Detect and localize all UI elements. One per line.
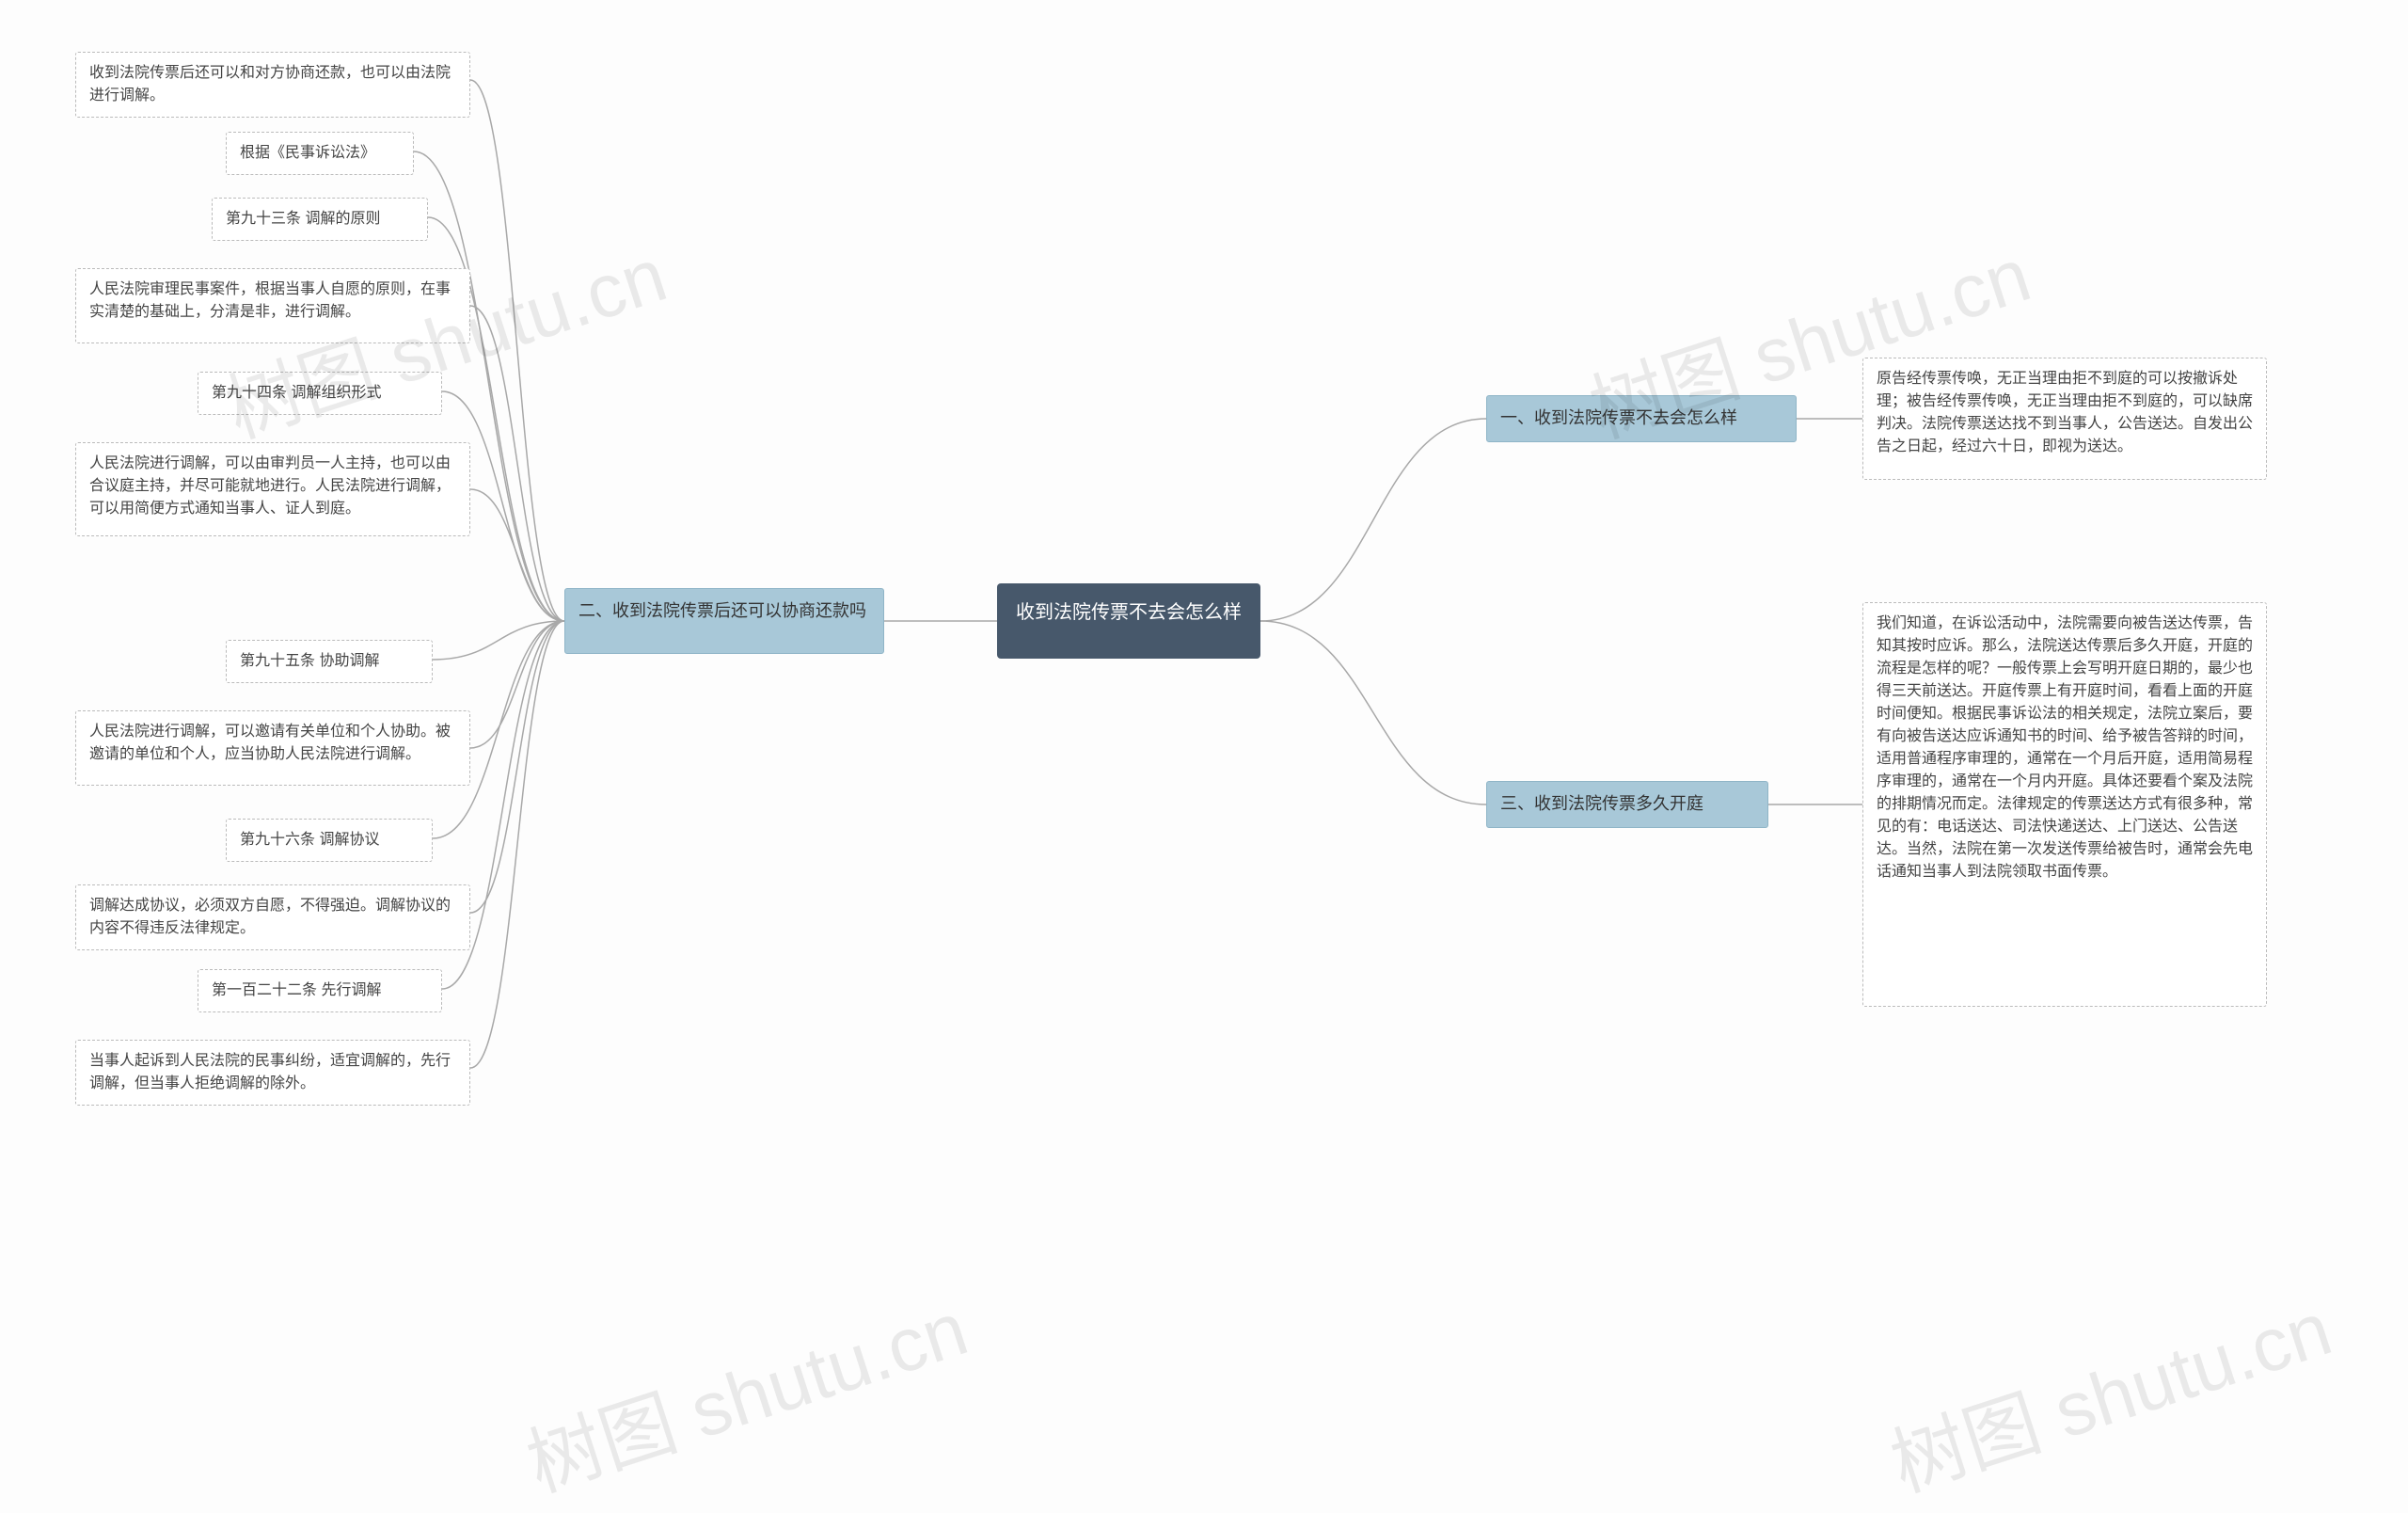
leaf-node: 我们知道，在诉讼活动中，法院需要向被告送达传票，告知其按时应诉。那么，法院送达传… — [1862, 602, 2267, 1007]
leaf-text: 人民法院进行调解，可以由审判员一人主持，也可以由合议庭主持，并尽可能就地进行。人… — [89, 455, 451, 517]
leaf-text: 第九十五条 协助调解 — [240, 653, 379, 669]
leaf-text: 第九十六条 调解协议 — [240, 832, 379, 848]
leaf-text: 当事人起诉到人民法院的民事纠纷，适宜调解的，先行调解，但当事人拒绝调解的除外。 — [89, 1053, 451, 1091]
leaf-text: 第九十三条 调解的原则 — [226, 211, 380, 227]
leaf-node: 当事人起诉到人民法院的民事纠纷，适宜调解的，先行调解，但当事人拒绝调解的除外。 — [75, 1040, 470, 1106]
leaf-node: 人民法院进行调解，可以由审判员一人主持，也可以由合议庭主持，并尽可能就地进行。人… — [75, 442, 470, 536]
branch-node-3: 三、收到法院传票多久开庭 — [1486, 781, 1768, 828]
leaf-text: 收到法院传票后还可以和对方协商还款，也可以由法院进行调解。 — [89, 65, 451, 104]
leaf-node: 第九十三条 调解的原则 — [212, 198, 428, 241]
leaf-node: 调解达成协议，必须双方自愿，不得强迫。调解协议的内容不得违反法律规定。 — [75, 884, 470, 950]
leaf-text: 人民法院审理民事案件，根据当事人自愿的原则，在事实清楚的基础上，分清是非，进行调… — [89, 281, 451, 320]
watermark: 树图 shutu.cn — [1876, 1268, 2343, 1513]
leaf-node: 原告经传票传唤，无正当理由拒不到庭的可以按撤诉处理；被告经传票传唤，无正当理由拒… — [1862, 358, 2267, 480]
leaf-node: 第九十四条 调解组织形式 — [198, 372, 442, 415]
leaf-node: 第九十五条 协助调解 — [226, 640, 433, 683]
branch-3-text: 三、收到法院传票多久开庭 — [1500, 794, 1703, 813]
branch-1-text: 一、收到法院传票不去会怎么样 — [1500, 408, 1737, 427]
watermark: 树图 shutu.cn — [512, 1268, 979, 1513]
leaf-text: 原告经传票传唤，无正当理由拒不到庭的可以按撤诉处理；被告经传票传唤，无正当理由拒… — [1877, 371, 2253, 454]
branch-2-text: 二、收到法院传票后还可以协商还款吗 — [578, 601, 866, 620]
branch-node-1: 一、收到法院传票不去会怎么样 — [1486, 395, 1797, 442]
leaf-text: 人民法院进行调解，可以邀请有关单位和个人协助。被邀请的单位和个人，应当协助人民法… — [89, 724, 451, 762]
leaf-node: 人民法院进行调解，可以邀请有关单位和个人协助。被邀请的单位和个人，应当协助人民法… — [75, 710, 470, 786]
leaf-text: 根据《民事诉讼法》 — [240, 145, 375, 161]
leaf-text: 第九十四条 调解组织形式 — [212, 385, 381, 401]
leaf-node: 人民法院审理民事案件，根据当事人自愿的原则，在事实清楚的基础上，分清是非，进行调… — [75, 268, 470, 343]
leaf-text: 第一百二十二条 先行调解 — [212, 982, 381, 998]
root-text: 收到法院传票不去会怎么样 — [1016, 602, 1242, 623]
leaf-node: 根据《民事诉讼法》 — [226, 132, 414, 175]
root-node: 收到法院传票不去会怎么样 — [997, 583, 1260, 659]
leaf-node: 第一百二十二条 先行调解 — [198, 969, 442, 1012]
leaf-text: 调解达成协议，必须双方自愿，不得强迫。调解协议的内容不得违反法律规定。 — [89, 898, 451, 936]
branch-node-2: 二、收到法院传票后还可以协商还款吗 — [564, 588, 884, 654]
leaf-node: 收到法院传票后还可以和对方协商还款，也可以由法院进行调解。 — [75, 52, 470, 118]
leaf-text: 我们知道，在诉讼活动中，法院需要向被告送达传票，告知其按时应诉。那么，法院送达传… — [1877, 615, 2253, 880]
leaf-node: 第九十六条 调解协议 — [226, 819, 433, 862]
